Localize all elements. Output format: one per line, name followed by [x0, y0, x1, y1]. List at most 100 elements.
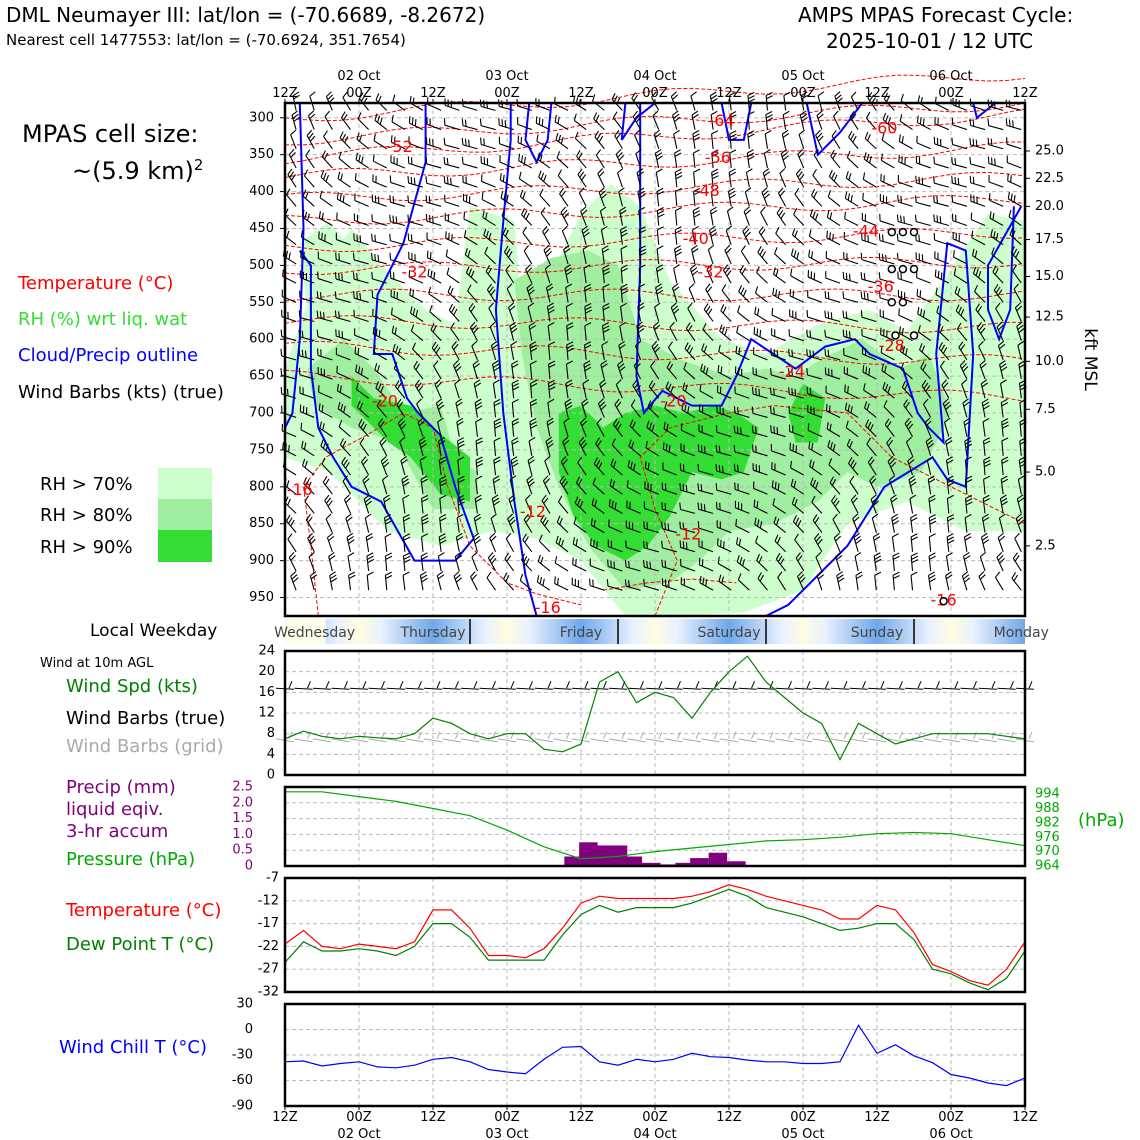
wind-barb-feather: [425, 156, 428, 164]
temperature-contour-10: [284, 340, 1026, 365]
bottom-time-label: 12Z: [420, 1110, 446, 1125]
wind-tick-label: 8: [267, 726, 275, 741]
wind-barb-true: [312, 687, 332, 690]
wind-barb-feather: [592, 477, 597, 485]
wind-barb: [597, 173, 605, 188]
wind-barb: [445, 237, 460, 246]
wind-barb-feather: [320, 439, 324, 447]
wind-barb: [506, 288, 515, 303]
wind-barb: [752, 412, 768, 418]
wind-barb: [777, 577, 787, 591]
wind-barb: [757, 252, 768, 265]
wind-barb-feather: [869, 424, 874, 431]
wind-barb-feather: [508, 516, 515, 523]
wind-barb: [789, 412, 804, 418]
wind-barb: [807, 393, 823, 399]
wind-barb: [789, 295, 804, 303]
marker-circle: [891, 331, 900, 340]
wind-barb: [943, 422, 950, 437]
wind-barb: [308, 115, 315, 130]
wind-barb-feather: [916, 115, 919, 123]
wind-barb: [376, 405, 388, 418]
bottom-time-label: 12Z: [864, 1110, 890, 1125]
wind-barb: [481, 199, 496, 207]
wind-barb-true: [664, 687, 683, 690]
wind-barb-feather: [410, 324, 415, 332]
wind-barb: [326, 537, 333, 552]
bottom-date-label: 03 Oct: [485, 1127, 528, 1140]
wind-barb: [898, 314, 913, 322]
wind-barb-feather: [657, 210, 665, 215]
wind-barb-feather: [884, 418, 890, 426]
wind-barb-feather: [493, 379, 500, 384]
wind-barb-feather: [1012, 264, 1017, 272]
wind-barb: [447, 291, 460, 303]
wind-barb: [910, 536, 914, 552]
wind-barb: [779, 173, 787, 188]
wind-barb: [596, 423, 605, 437]
wind-barb: [300, 429, 315, 438]
wind-barb-feather: [561, 225, 568, 232]
wind-barb-feather: [942, 382, 949, 389]
wind-barb-feather: [825, 403, 828, 412]
wind-barb-feather: [703, 504, 706, 512]
wind-barb-feather: [892, 571, 900, 576]
wind-barb-feather: [525, 212, 530, 220]
wind-barb-feather: [633, 463, 636, 471]
wind-barb-feather: [336, 383, 340, 391]
wind-barb: [975, 309, 986, 322]
wind-barb: [318, 258, 333, 265]
wind-barb-feather: [766, 95, 773, 100]
wind-barb-feather: [372, 327, 375, 335]
wind-barb: [625, 585, 641, 591]
wind-barb-feather: [836, 571, 843, 576]
wind-barb: [522, 232, 533, 246]
wind-barb-feather: [544, 455, 551, 462]
wind-barb: [366, 575, 370, 591]
wind-barb: [328, 556, 333, 572]
wind-barb-feather: [443, 157, 446, 165]
wind-barb: [753, 353, 768, 361]
wind-barb-feather: [288, 552, 295, 558]
wind-barb: [575, 482, 587, 495]
wind-barb: [590, 544, 605, 553]
wind-barb: [433, 365, 442, 380]
wind-barb-feather: [901, 327, 904, 336]
wind-barb: [1018, 383, 1022, 399]
precip-bar: [708, 852, 728, 866]
wind-barb-true: [960, 687, 979, 690]
wind-barb: [321, 463, 333, 476]
wind-barb-feather: [461, 156, 464, 164]
wind-barb-feather: [620, 226, 627, 231]
wind-barb-feather: [428, 196, 431, 204]
wind-barb-feather: [355, 382, 359, 390]
wind-barb: [897, 259, 913, 265]
wind-barb-feather: [892, 555, 900, 560]
wind-barb-feather: [812, 211, 816, 219]
wind-barb: [592, 483, 605, 495]
wind-barb: [417, 422, 424, 437]
wind-barb: [681, 409, 696, 418]
wind-barb: [959, 365, 968, 380]
wind-barb-feather: [964, 532, 971, 538]
wind-barb-feather: [527, 478, 534, 484]
wind-barb: [846, 445, 859, 457]
wind-barb-feather: [539, 154, 543, 162]
wind-barb-feather: [306, 213, 310, 221]
wind-barb-feather: [611, 500, 614, 508]
wind-barb-feather: [503, 245, 509, 253]
wind-barb-feather: [869, 94, 875, 102]
wind-barb: [456, 440, 460, 456]
wind-barb-feather: [850, 194, 853, 203]
wind-barb-feather: [530, 424, 538, 429]
wind-barb-feather: [455, 366, 462, 372]
kft-tick-label: 25.0: [1035, 143, 1064, 158]
wind-barb-feather: [747, 111, 755, 116]
wind-barb-feather: [799, 577, 806, 583]
wind-barb-feather: [788, 348, 790, 356]
wind-barb: [789, 355, 804, 361]
wind-barb: [752, 451, 768, 457]
legend-cloud: Cloud/Precip outline: [18, 345, 199, 366]
wind-barb-feather: [693, 133, 700, 138]
wind-barb-feather: [438, 404, 445, 410]
